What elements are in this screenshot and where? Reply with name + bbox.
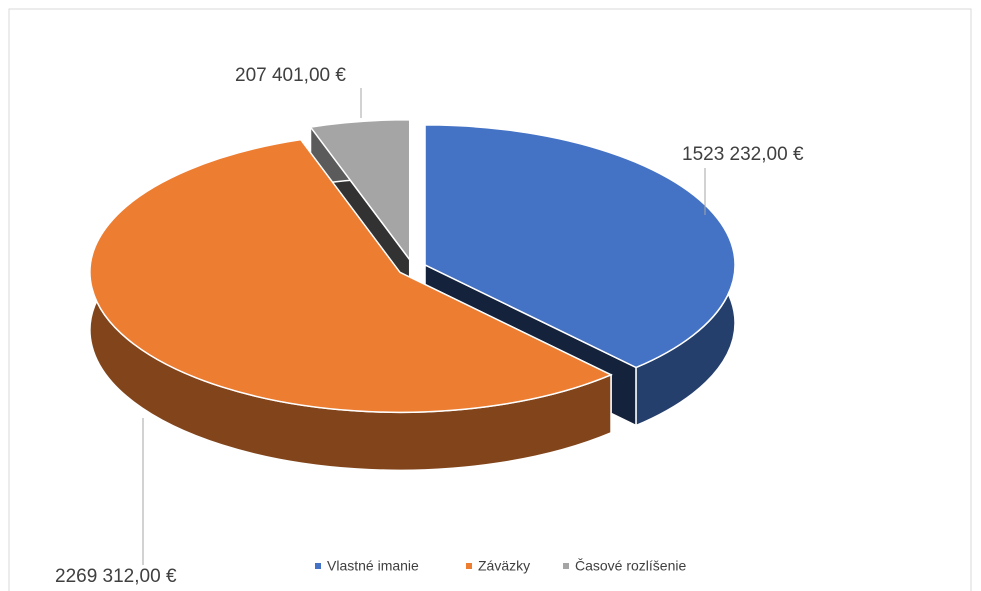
slice-tops	[89, 118, 736, 414]
slice	[309, 118, 411, 262]
legend-label: Vlastné imanie	[327, 558, 419, 574]
legend-label: Časové rozlíšenie	[575, 558, 686, 574]
legend-marker	[563, 563, 569, 569]
data-label: 2269 312,00 €	[55, 566, 177, 587]
legend-marker	[466, 563, 472, 569]
slice	[424, 124, 736, 369]
labels: 1523 232,00 € 2269 312,00 € 207 401,00 € Vl…	[55, 65, 804, 587]
slice	[89, 138, 613, 414]
legend-label: Záväzky	[478, 558, 530, 574]
data-label: 1523 232,00 €	[682, 144, 804, 165]
legend-marker	[315, 563, 321, 569]
data-label: 207 401,00 €	[235, 65, 346, 86]
